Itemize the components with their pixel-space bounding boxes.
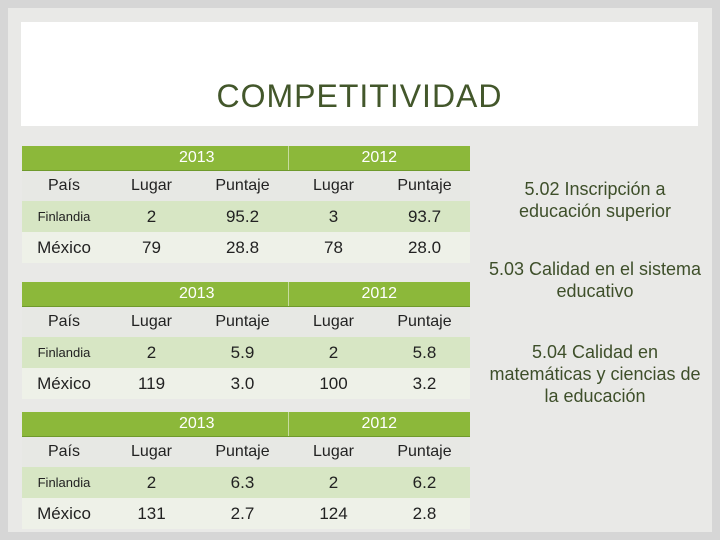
rank-cell: 100 bbox=[288, 368, 379, 399]
country-cell: México bbox=[22, 232, 106, 263]
rank-cell: 2 bbox=[106, 337, 197, 368]
score-cell: 5.8 bbox=[379, 337, 470, 368]
rank-cell: 3 bbox=[288, 201, 379, 232]
country-cell: Finlandia bbox=[22, 337, 106, 368]
year-label: 2013 bbox=[106, 146, 288, 171]
table-row: Finlandia 2 5.9 2 5.8 bbox=[22, 337, 470, 368]
year-header-row: 2013 2012 bbox=[22, 412, 470, 437]
rank-cell: 2 bbox=[106, 201, 197, 232]
score-cell: 6.3 bbox=[197, 467, 288, 498]
corner-cell bbox=[22, 412, 106, 437]
column-header: Puntaje bbox=[197, 170, 288, 201]
rank-cell: 2 bbox=[288, 467, 379, 498]
ranking-table-2: 2013 2012 País Lugar Puntaje Lugar Punta… bbox=[22, 282, 470, 399]
column-header: Puntaje bbox=[379, 436, 470, 467]
column-header: Lugar bbox=[288, 306, 379, 337]
year-label: 2012 bbox=[287, 282, 470, 307]
year-label: 2012 bbox=[287, 146, 470, 171]
score-cell: 28.8 bbox=[197, 232, 288, 263]
column-header: Lugar bbox=[288, 170, 379, 201]
title-box: COMPETITIVIDAD bbox=[21, 22, 698, 126]
score-cell: 3.2 bbox=[379, 368, 470, 399]
year-label: 2012 bbox=[287, 412, 470, 437]
rank-cell: 131 bbox=[106, 498, 197, 529]
rank-cell: 124 bbox=[288, 498, 379, 529]
table-row: Finlandia 2 6.3 2 6.2 bbox=[22, 467, 470, 498]
score-cell: 2.7 bbox=[197, 498, 288, 529]
score-cell: 6.2 bbox=[379, 467, 470, 498]
column-header: Puntaje bbox=[197, 306, 288, 337]
rank-cell: 2 bbox=[106, 467, 197, 498]
corner-cell bbox=[22, 282, 106, 307]
column-header: País bbox=[22, 436, 106, 467]
rank-cell: 79 bbox=[106, 232, 197, 263]
rank-cell: 78 bbox=[288, 232, 379, 263]
column-header: Puntaje bbox=[379, 170, 470, 201]
column-header: País bbox=[22, 170, 106, 201]
column-header: Lugar bbox=[288, 436, 379, 467]
page-title: COMPETITIVIDAD bbox=[216, 78, 503, 114]
country-cell: Finlandia bbox=[22, 467, 106, 498]
table-row: México 131 2.7 124 2.8 bbox=[22, 498, 470, 529]
score-cell: 95.2 bbox=[197, 201, 288, 232]
year-header-row: 2013 2012 bbox=[22, 282, 470, 307]
score-cell: 93.7 bbox=[379, 201, 470, 232]
rank-cell: 2 bbox=[288, 337, 379, 368]
year-header-row: 2013 2012 bbox=[22, 146, 470, 171]
rank-cell: 119 bbox=[106, 368, 197, 399]
indicator-label: 5.04 Calidad en matemáticas y ciencias d… bbox=[489, 342, 701, 406]
indicator-label: 5.03 Calidad en el sistema educativo bbox=[488, 259, 702, 301]
table-row: México 119 3.0 100 3.2 bbox=[22, 368, 470, 399]
column-header-row: País Lugar Puntaje Lugar Puntaje bbox=[22, 436, 470, 467]
country-cell: Finlandia bbox=[22, 201, 106, 232]
table-row: Finlandia 2 95.2 3 93.7 bbox=[22, 201, 470, 232]
score-cell: 5.9 bbox=[197, 337, 288, 368]
score-cell: 3.0 bbox=[197, 368, 288, 399]
ranking-table-3: 2013 2012 País Lugar Puntaje Lugar Punta… bbox=[22, 412, 470, 529]
column-header: Lugar bbox=[106, 436, 197, 467]
score-cell: 2.8 bbox=[379, 498, 470, 529]
year-label: 2013 bbox=[106, 282, 288, 307]
column-header: Lugar bbox=[106, 170, 197, 201]
score-cell: 28.0 bbox=[379, 232, 470, 263]
ranking-table-1: 2013 2012 País Lugar Puntaje Lugar Punta… bbox=[22, 146, 470, 263]
table-row: México 79 28.8 78 28.0 bbox=[22, 232, 470, 263]
column-header: Puntaje bbox=[197, 436, 288, 467]
column-header-row: País Lugar Puntaje Lugar Puntaje bbox=[22, 306, 470, 337]
indicator-label: 5.02 Inscripción a educación superior bbox=[518, 179, 672, 221]
country-cell: México bbox=[22, 498, 106, 529]
corner-cell bbox=[22, 146, 106, 171]
column-header: País bbox=[22, 306, 106, 337]
column-header: Puntaje bbox=[379, 306, 470, 337]
column-header: Lugar bbox=[106, 306, 197, 337]
column-header-row: País Lugar Puntaje Lugar Puntaje bbox=[22, 170, 470, 201]
year-label: 2013 bbox=[106, 412, 288, 437]
country-cell: México bbox=[22, 368, 106, 399]
